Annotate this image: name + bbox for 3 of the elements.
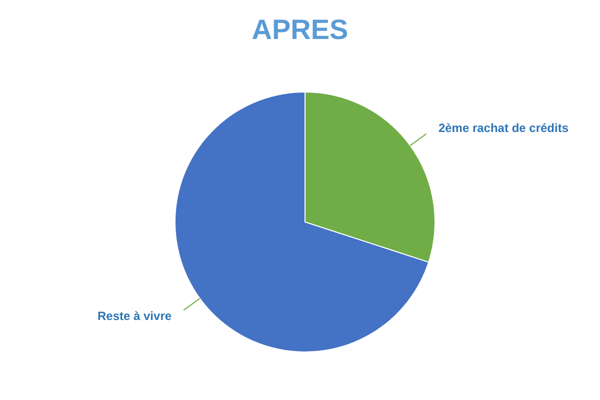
slice-label: Reste à vivre — [97, 309, 172, 324]
slice-label: 2ème rachat de crédits — [438, 120, 569, 135]
chart-title: APRES — [250, 13, 350, 47]
